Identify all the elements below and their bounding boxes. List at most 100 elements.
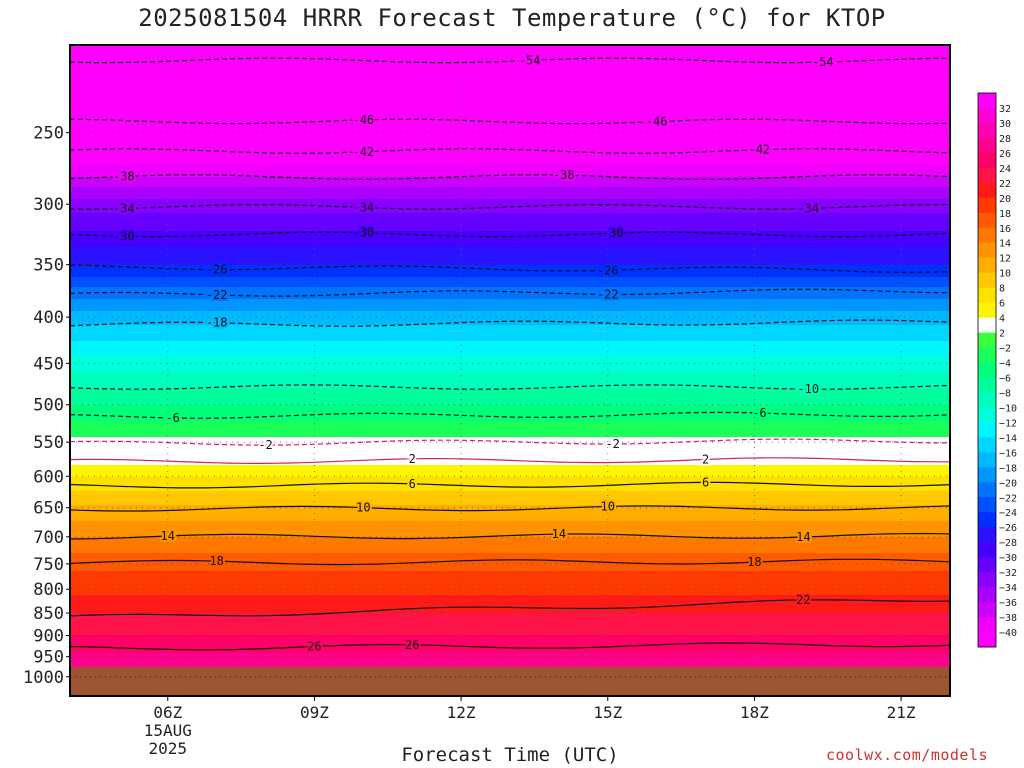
temperature-band [70,191,950,194]
temperature-band [70,405,950,408]
contour-label: -46 [646,115,668,129]
temperature-band [70,323,950,326]
colorbar-swatch [978,242,996,259]
temperature-band [70,47,950,50]
temperature-band [70,583,950,586]
contour-line [70,319,950,327]
temperature-band [70,615,950,618]
y-tick-label: 250 [33,124,64,144]
temperature-band [70,149,950,152]
contour-line [70,288,950,297]
temperature-band [70,437,950,440]
temperature-band [70,135,950,138]
temperature-band [70,143,950,146]
temperature-band [70,155,950,158]
temperature-band [70,359,950,362]
y-tick-label: 500 [33,396,64,416]
temperature-band [70,151,950,154]
temperature-band [70,531,950,534]
temperature-band [70,273,950,276]
colorbar-swatch [978,122,996,139]
temperature-band [70,473,950,476]
temperature-band [70,289,950,292]
temperature-band [70,165,950,168]
temperature-band [70,427,950,430]
temperature-band [70,541,950,544]
temperature-band [70,131,950,134]
temperature-band [70,157,950,160]
temperature-band [70,547,950,550]
temperature-band [70,275,950,278]
temperature-band [70,99,950,102]
contour-label: -54 [519,53,541,67]
contour-line [70,57,950,64]
temperature-band [70,175,950,178]
contour-line [70,505,950,512]
temperature-band [70,631,950,634]
temperature-band [70,539,950,542]
temperature-band [70,153,950,156]
colorbar-label: −12 [999,418,1017,429]
colorbar-label: −16 [999,448,1017,459]
colorbar-label: 30 [999,119,1011,130]
temperature-band [70,463,950,466]
temperature-band [70,625,950,628]
credit-link[interactable]: coolwx.com/models [826,746,989,764]
temperature-band [70,193,950,196]
ground-fill [70,666,950,696]
temperature-band [70,117,950,120]
temperature-band [70,499,950,502]
colorbar-swatch [978,422,996,438]
colorbar-label: −36 [999,598,1017,609]
temperature-band [70,109,950,112]
temperature-band [70,639,950,642]
temperature-band [70,311,950,314]
temperature-band [70,391,950,394]
temperature-band [70,477,950,480]
temperature-band [70,329,950,332]
colorbar-swatch [978,167,996,184]
colorbar-swatch [978,227,996,244]
x-tick-label: 18Z [740,703,769,722]
temperature-band [70,279,950,282]
colorbar-swatch [978,362,996,378]
temperature-band [70,519,950,522]
temperature-band [70,373,950,376]
y-tick-label: 800 [33,580,64,600]
temperature-band [70,51,950,54]
temperature-band [70,49,950,52]
colorbar-swatch [978,602,996,618]
contour-label: 18 [747,555,761,569]
temperature-band [70,399,950,402]
temperature-band [70,635,950,638]
temperature-band [70,517,950,520]
x-tick-label: 21Z [887,703,916,722]
colorbar-swatch [978,542,996,558]
colorbar-swatch [978,332,996,348]
temperature-band [70,413,950,416]
colorbar-swatch [978,512,996,528]
temperature-band [70,607,950,610]
temperature-band [70,227,950,230]
temperature-band [70,101,950,104]
temperature-band [70,543,950,546]
temperature-band [70,379,950,382]
temperature-band [70,65,950,68]
temperature-band [70,649,950,652]
temperature-band [70,335,950,338]
temperature-band [70,319,950,322]
temperature-band [70,587,950,590]
temperature-band [70,71,950,74]
contour-line [70,118,950,125]
temperature-band [70,553,950,556]
temperature-band [70,199,950,202]
pressure-axis: 2503003504004505005506006507007508008509… [23,124,70,688]
temperature-band [70,495,950,498]
colorbar-swatch [978,302,996,318]
colorbar-swatch [978,272,996,289]
temperature-band [70,489,950,492]
temperature-band [70,393,950,396]
temperature-band [70,305,950,308]
temperature-band [70,645,950,648]
temperature-band [70,561,950,564]
